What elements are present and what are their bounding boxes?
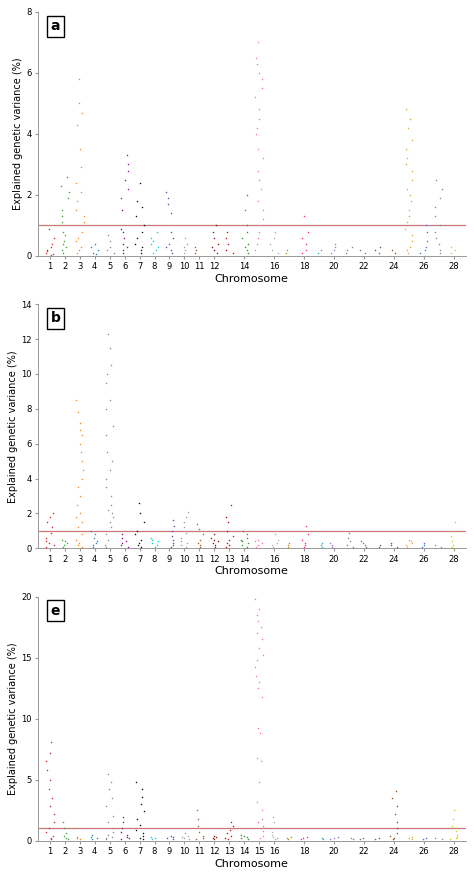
X-axis label: Chromosome: Chromosome bbox=[215, 274, 289, 284]
X-axis label: Chromosome: Chromosome bbox=[215, 859, 289, 868]
Text: b: b bbox=[51, 311, 61, 325]
Text: e: e bbox=[51, 604, 60, 617]
Text: a: a bbox=[51, 19, 60, 33]
X-axis label: Chromosome: Chromosome bbox=[215, 567, 289, 576]
Y-axis label: Explained genetic variance (%): Explained genetic variance (%) bbox=[13, 58, 23, 210]
Y-axis label: Explained genetic variance (%): Explained genetic variance (%) bbox=[9, 642, 18, 795]
Y-axis label: Explained genetic variance (%): Explained genetic variance (%) bbox=[9, 350, 18, 503]
